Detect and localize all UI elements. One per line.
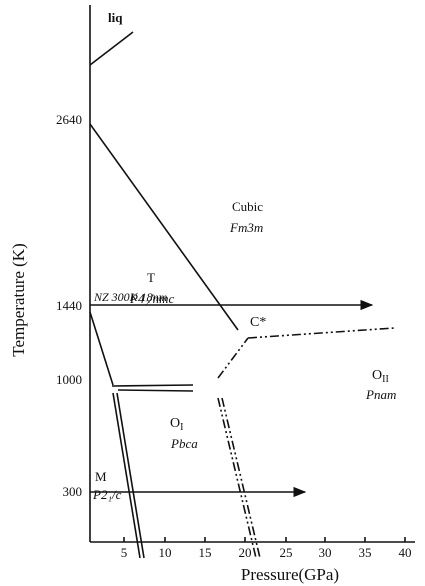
cubic-boundary	[89, 123, 239, 331]
x-tick-label: 5	[121, 545, 128, 560]
y-tick-label: 300	[63, 484, 83, 499]
liquid-boundary	[89, 31, 134, 66]
cubic-group: Fm3m	[229, 220, 263, 235]
o1-name: O	[170, 416, 180, 431]
t-group: P4₂/nmc	[129, 291, 174, 306]
t-label: T	[147, 270, 155, 285]
m-o1-boundary	[112, 392, 141, 559]
o1-o2-boundary	[217, 397, 257, 559]
y-tick-label: 2640	[56, 112, 82, 127]
o1-label: OI	[170, 416, 183, 433]
c-star-label: C*	[250, 315, 266, 330]
t-m-boundary	[89, 311, 114, 386]
cubic-label: Cubic	[232, 199, 263, 214]
o2-sub: II	[382, 374, 389, 385]
o2-name: O	[372, 368, 382, 383]
liq-label: liq	[108, 10, 123, 25]
x-tick-label: 25	[280, 545, 293, 560]
m-label: M	[95, 469, 107, 484]
x-tick-label: 15	[199, 545, 212, 560]
t-o1-boundary	[111, 384, 194, 387]
x-tick-label: 30	[319, 545, 332, 560]
m-group: P2₁/c	[92, 487, 122, 502]
m-o1-boundary	[116, 392, 145, 559]
y-tick-label: 1440	[56, 298, 82, 313]
x-ticks	[123, 537, 406, 542]
y-axis-label: Temperature (K)	[9, 243, 28, 357]
x-tick-label: 35	[359, 545, 372, 560]
o1-sub: I	[180, 422, 183, 433]
o1-o2-boundary	[221, 397, 261, 559]
x-tick-label: 40	[399, 545, 412, 560]
o2-label: OII	[372, 368, 389, 385]
cubic-o2-boundary	[247, 327, 395, 339]
o2-group: Pnam	[365, 387, 396, 402]
nz-label: NZ 300K 18nm	[93, 290, 168, 304]
t-o2-boundary	[217, 337, 249, 379]
y-tick-label: 1000	[56, 372, 82, 387]
x-tick-label: 10	[159, 545, 172, 560]
x-axis-label: Pressure(GPa)	[241, 565, 339, 584]
o1-group: Pbca	[170, 436, 198, 451]
x-tick-label: 20	[239, 545, 252, 560]
t-o1-boundary	[117, 389, 194, 392]
